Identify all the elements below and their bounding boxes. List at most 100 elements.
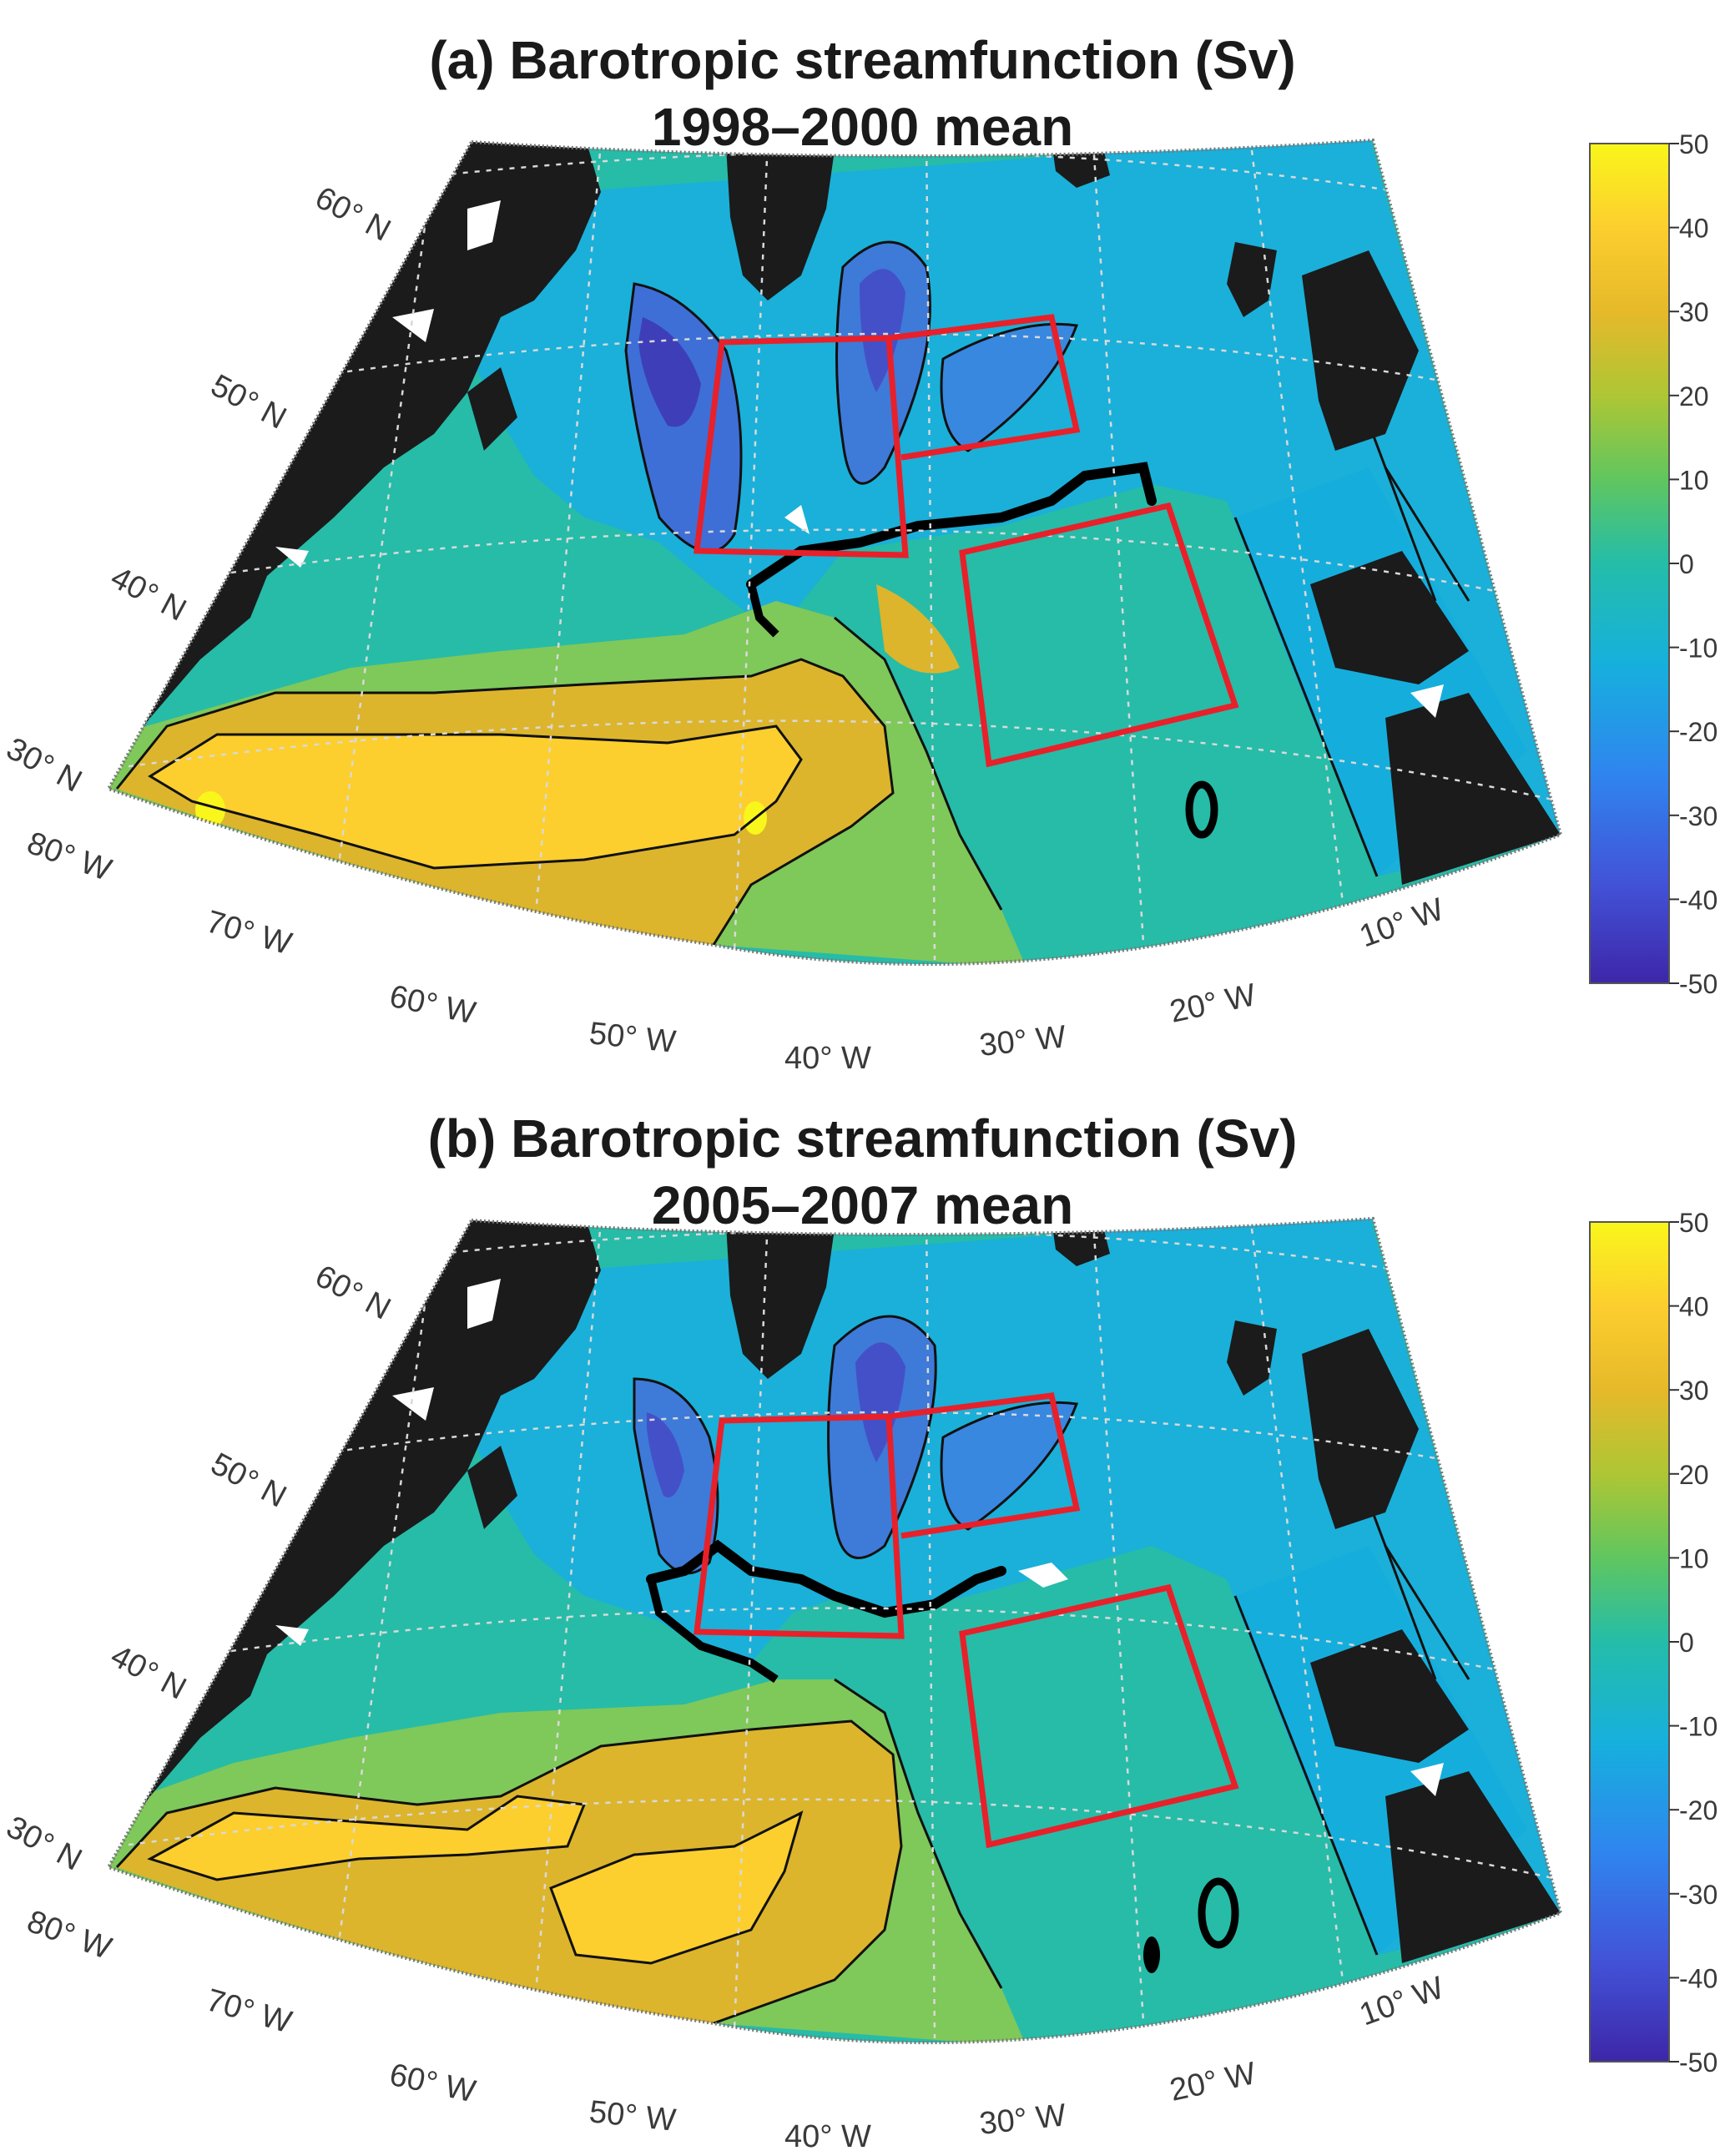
lon-label: 30° W [978, 1019, 1068, 1063]
eddy-contour [1143, 1936, 1160, 1973]
box-labrador-sea [694, 335, 909, 558]
colorbar-tick: -40 [1679, 1963, 1717, 1993]
colorbar-tick: -30 [1679, 1880, 1717, 1910]
box-irminger-sea [888, 1392, 1081, 1539]
africa-land [1385, 1771, 1561, 1963]
lat-label: 40° N [105, 560, 192, 629]
lon-label: 30° W [978, 2098, 1068, 2142]
labrador-core [638, 317, 701, 427]
zero-contour [646, 1539, 1006, 1618]
eddy-contour [1185, 780, 1218, 839]
panel-title: (a) Barotropic streamfunction (Sv) [429, 30, 1296, 90]
panel-subtitle: 1998–2000 mean [651, 97, 1074, 157]
iberia-land [1310, 1629, 1469, 1763]
colorbar-tick: -20 [1679, 1795, 1717, 1825]
colorbar-tick: 30 [1679, 297, 1709, 327]
colorbar-tick: 50 [1679, 129, 1709, 159]
lat-label: 50° N [205, 368, 292, 437]
panel-a: (a) Barotropic streamfunction (Sv) 1998–… [1, 30, 1717, 1076]
subtropical-tongue [876, 584, 960, 674]
iceland-basin-region [941, 324, 1077, 451]
subpolar-gyre-region [417, 1219, 1561, 1955]
newfoundland-land [467, 1446, 517, 1529]
map-figure: 60° N 50° N 40° N 30° N 80° W 70° W 60° … [1, 129, 1717, 1076]
analysis-boxes [694, 1392, 1239, 1849]
lon-label: 50° W [588, 1016, 678, 1060]
british-isles-land [1227, 1320, 1277, 1396]
colorbar-tick: 0 [1679, 1628, 1694, 1658]
panel-b: (b) Barotropic streamfunction (Sv) 2005–… [0, 1078, 1725, 2156]
colorbar-tick: -20 [1679, 717, 1717, 747]
lat-label: 30° N [1, 731, 88, 800]
colorbar-tick: 10 [1679, 465, 1709, 495]
map-frame [106, 138, 1563, 967]
lon-label: 50° W [588, 2094, 678, 2138]
contour-lines [115, 240, 1470, 946]
lat-label: 50° N [205, 1447, 292, 1515]
colorbar: 50 40 30 20 10 0 -10 -20 -30 -40 -50 [1589, 1208, 1717, 2078]
british-isles-land [1227, 242, 1277, 317]
zero-contour [746, 462, 1157, 589]
colorbar-tick: -10 [1679, 634, 1717, 664]
subtropical-gyre-core [551, 1813, 801, 1963]
lon-label: 20° W [1167, 977, 1258, 1030]
box-eastern-subtropics [959, 1583, 1239, 1849]
lon-label: 20° W [1167, 2056, 1258, 2108]
lon-label: 70° W [203, 904, 296, 962]
irminger-core [855, 1342, 905, 1462]
analysis-boxes [694, 314, 1239, 768]
colorbar-tick: -50 [1679, 969, 1717, 999]
ice-and-lakes [275, 200, 1444, 718]
map-frame [106, 1216, 1563, 2045]
colorbar-tick: -30 [1679, 801, 1717, 831]
lon-label: 60° W [386, 979, 478, 1032]
labrador-core [647, 1412, 684, 1497]
colorbar-tick: 30 [1679, 1376, 1709, 1406]
subtropical-gyre-gold [117, 1721, 901, 2023]
lon-label: 60° W [386, 2058, 478, 2110]
colorbar-tick: 20 [1679, 1460, 1709, 1490]
africa-land [1385, 693, 1561, 885]
colorbar-tick: 10 [1679, 1543, 1709, 1573]
colorbar-tick: -50 [1679, 2047, 1717, 2078]
lat-label: 40° N [105, 1638, 192, 1707]
longitude-labels: 80° W 70° W 60° W 50° W 40° W 30° W 20° … [23, 826, 1449, 1076]
panel-subtitle: 2005–2007 mean [651, 1175, 1074, 1235]
colorbar-gradient [1589, 1221, 1670, 2063]
map-area [108, 1219, 1561, 2043]
lon-label: 40° W [784, 1041, 871, 1076]
panel-title: (b) Barotropic streamfunction (Sv) [427, 1108, 1298, 1169]
europe-land [1302, 1329, 1419, 1529]
box-eastern-subtropics [959, 502, 1239, 768]
colorbar-tick: 40 [1679, 1292, 1709, 1322]
irminger-core [860, 269, 905, 392]
colorbar-tick: 20 [1679, 381, 1709, 412]
europe-land [1302, 250, 1419, 451]
greenland-land [726, 1224, 835, 1379]
colorbar: 50 40 30 20 10 0 -10 -20 -30 -40 -50 [1589, 129, 1717, 999]
colorbar-tick: -10 [1679, 1712, 1717, 1742]
colorbar-tick: -40 [1679, 885, 1717, 915]
lon-label: 40° W [784, 2119, 871, 2154]
lat-label: 60° N [310, 180, 396, 249]
newfoundland-land [467, 367, 517, 451]
iceland-basin-region [941, 1402, 1077, 1529]
lon-label: 10° W [1355, 891, 1449, 954]
lon-label: 10° W [1355, 1970, 1449, 2032]
colorbar-tick: 50 [1679, 1208, 1709, 1238]
iberia-land [1310, 551, 1469, 684]
box-irminger-sea [888, 314, 1081, 461]
greenland-land [726, 146, 835, 300]
colorbar-tick: 0 [1679, 549, 1694, 579]
ice-and-lakes [275, 1279, 1444, 1796]
lat-label: 30° N [1, 1810, 88, 1878]
subpolar-gyre-region [417, 140, 1561, 876]
lon-label: 70° W [203, 1982, 296, 2040]
lon-label: 80° W [23, 1904, 116, 1967]
map-figure: 60° N 50° N 40° N 30° N 80° W 70° W 60° … [1, 1208, 1717, 2154]
lon-label: 80° W [23, 826, 116, 888]
box-labrador-sea [694, 1413, 905, 1639]
subtropical-gyre-core [150, 1796, 584, 1880]
colorbar-tick: 40 [1679, 214, 1709, 244]
lat-label: 60° N [310, 1259, 396, 1327]
